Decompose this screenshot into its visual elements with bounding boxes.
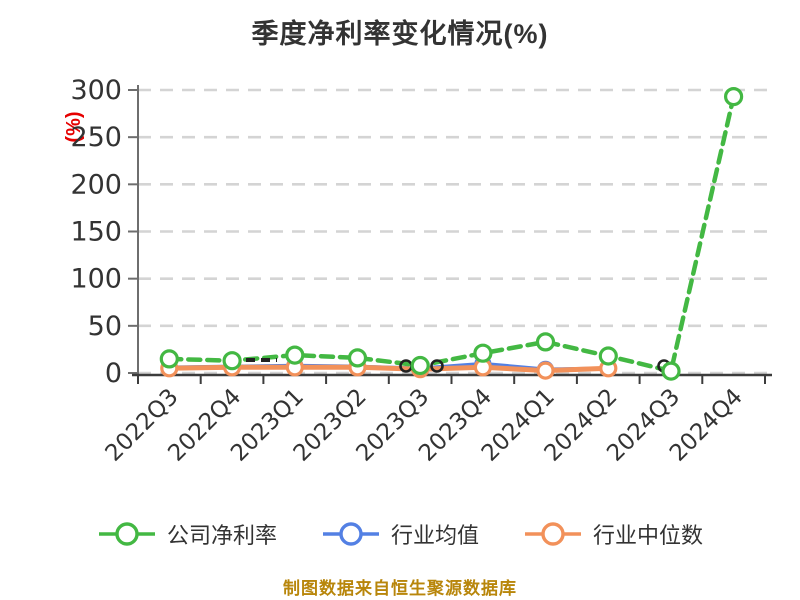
y-tick-label: 150 <box>70 217 122 248</box>
y-tick-label: 300 <box>70 75 122 106</box>
series-line-industry-median <box>166 364 611 374</box>
data-point-company-net-margin <box>661 361 681 381</box>
y-tick-label: 100 <box>70 264 122 295</box>
data-point-company-net-margin <box>159 349 179 369</box>
legend-label-company-net-margin: 公司净利率 <box>166 523 277 548</box>
legend-label-industry-average: 行业均值 <box>390 523 479 548</box>
data-point-company-net-margin <box>535 332 556 352</box>
data-point-company-net-margin <box>285 345 305 365</box>
legend-marker-company-icon <box>98 522 155 546</box>
y-tick-label: 200 <box>70 169 122 200</box>
legend-marker-industry-median-icon <box>525 522 581 546</box>
data-point-industry-median <box>536 361 555 380</box>
chart-title: 季度净利率变化情况(%) <box>251 19 549 49</box>
y-tick-label: 50 <box>88 311 122 342</box>
data-point-company-net-margin <box>222 351 242 371</box>
data-source-note: 制图数据来自恒生聚源数据库 <box>283 579 517 598</box>
legend-marker-industry-average-icon <box>322 522 379 546</box>
data-point-company-net-margin <box>473 343 493 363</box>
legend-label-industry-median: 行业中位数 <box>593 523 704 548</box>
legend-item-industry-average[interactable]: 行业均值 <box>321 518 479 550</box>
y-tick-label: 0 <box>105 358 122 389</box>
data-point-company-net-margin <box>598 346 618 366</box>
legend-item-industry-median[interactable]: 行业中位数 <box>523 518 703 550</box>
dark-ring-artifact <box>430 359 444 373</box>
data-point-company-net-margin <box>347 348 368 368</box>
y-tick-label: 250 <box>70 122 122 153</box>
data-point-company-net-margin <box>410 355 430 376</box>
chart-legend: 公司净利率 行业均值 行业中位数 <box>0 518 800 550</box>
data-point-company-net-margin <box>723 86 744 107</box>
legend-item-company-net-margin[interactable]: 公司净利率 <box>97 518 277 550</box>
series-line-company-net-margin <box>167 94 736 374</box>
